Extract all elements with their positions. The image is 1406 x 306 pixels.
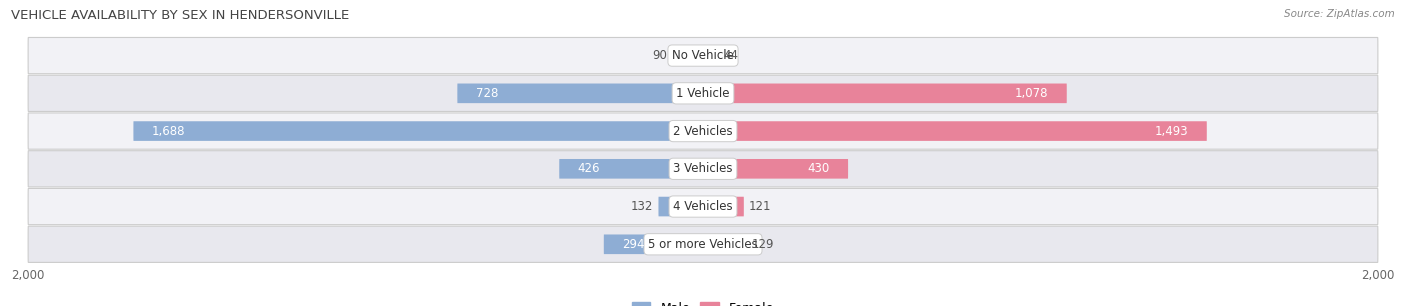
FancyBboxPatch shape [28,151,1378,187]
FancyBboxPatch shape [703,234,747,254]
FancyBboxPatch shape [658,197,703,216]
Text: 2 Vehicles: 2 Vehicles [673,125,733,138]
Text: 44: 44 [723,49,738,62]
Text: 5 or more Vehicles: 5 or more Vehicles [648,238,758,251]
Text: 430: 430 [807,162,830,175]
Text: 129: 129 [752,238,775,251]
FancyBboxPatch shape [28,188,1378,225]
Text: 90: 90 [652,49,668,62]
Text: 728: 728 [475,87,498,100]
Text: 1,078: 1,078 [1015,87,1049,100]
FancyBboxPatch shape [672,46,703,65]
FancyBboxPatch shape [703,121,1206,141]
Text: 132: 132 [631,200,654,213]
Text: No Vehicle: No Vehicle [672,49,734,62]
Text: 121: 121 [749,200,772,213]
Text: 294: 294 [623,238,645,251]
Text: 426: 426 [578,162,600,175]
FancyBboxPatch shape [28,37,1378,74]
Text: VEHICLE AVAILABILITY BY SEX IN HENDERSONVILLE: VEHICLE AVAILABILITY BY SEX IN HENDERSON… [11,9,350,22]
Text: Source: ZipAtlas.com: Source: ZipAtlas.com [1284,9,1395,19]
FancyBboxPatch shape [457,84,703,103]
Text: 1,493: 1,493 [1154,125,1188,138]
FancyBboxPatch shape [28,226,1378,263]
Text: 3 Vehicles: 3 Vehicles [673,162,733,175]
Text: 1,688: 1,688 [152,125,186,138]
FancyBboxPatch shape [28,113,1378,149]
FancyBboxPatch shape [703,159,848,179]
Text: 1 Vehicle: 1 Vehicle [676,87,730,100]
FancyBboxPatch shape [28,75,1378,111]
FancyBboxPatch shape [603,234,703,254]
FancyBboxPatch shape [703,46,718,65]
FancyBboxPatch shape [703,84,1067,103]
Legend: Male, Female: Male, Female [627,297,779,306]
Text: 4 Vehicles: 4 Vehicles [673,200,733,213]
FancyBboxPatch shape [560,159,703,179]
FancyBboxPatch shape [134,121,703,141]
FancyBboxPatch shape [703,197,744,216]
